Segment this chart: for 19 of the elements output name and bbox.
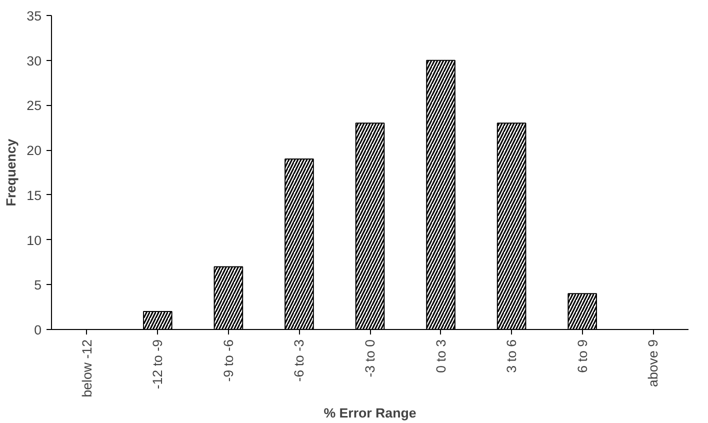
x-tick-label: above 9 (646, 339, 661, 387)
x-tick-label: 3 to 6 (504, 339, 520, 373)
x-tick-label: -12 to -9 (150, 339, 166, 390)
y-tick-label: 30 (26, 53, 42, 68)
x-tick-label: -9 to -6 (220, 339, 236, 382)
y-tick-label: 10 (26, 232, 42, 248)
y-tick-label: 15 (26, 188, 42, 203)
y-tick-label: 35 (26, 8, 42, 24)
x-tick-label: 6 to 9 (574, 339, 590, 373)
y-tick-label: 20 (26, 143, 42, 158)
y-tick-label: 0 (34, 322, 42, 338)
y-tick-label: 25 (26, 98, 42, 114)
y-tick-label: 5 (34, 278, 42, 293)
x-axis-title: % Error Range (324, 405, 416, 420)
x-tick-label: -3 to 0 (362, 339, 378, 378)
x-tick-label: below -12 (79, 339, 94, 398)
x-tick-label: 0 to 3 (433, 339, 448, 373)
y-axis-title: Frequency (4, 138, 19, 206)
x-tick-label: -6 to -3 (292, 339, 307, 382)
